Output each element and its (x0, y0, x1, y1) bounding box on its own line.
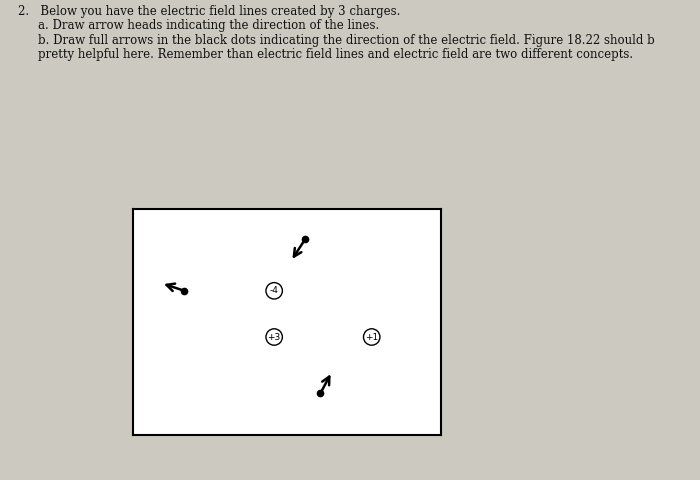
Text: 2.   Below you have the electric field lines created by 3 charges.: 2. Below you have the electric field lin… (18, 5, 400, 18)
Text: b. Draw full arrows in the black dots indicating the direction of the electric f: b. Draw full arrows in the black dots in… (38, 34, 655, 47)
Text: -4: -4 (270, 286, 279, 295)
Text: +3: +3 (267, 333, 281, 341)
Circle shape (266, 329, 282, 345)
Text: a. Draw arrow heads indicating the direction of the lines.: a. Draw arrow heads indicating the direc… (38, 19, 379, 32)
Circle shape (266, 283, 282, 299)
Text: pretty helpful here. Remember than electric field lines and electric field are t: pretty helpful here. Remember than elect… (38, 48, 634, 61)
Text: +1: +1 (365, 333, 378, 341)
Circle shape (363, 329, 380, 345)
